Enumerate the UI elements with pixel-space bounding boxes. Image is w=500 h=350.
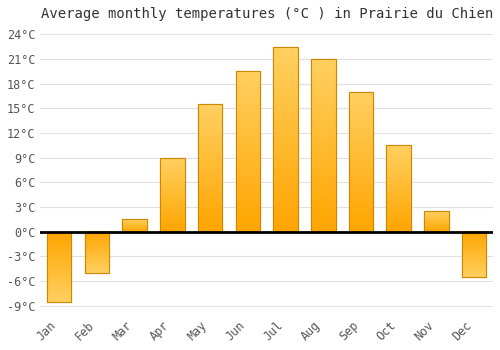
Bar xyxy=(47,232,72,302)
Bar xyxy=(236,71,260,232)
Bar xyxy=(198,104,222,232)
Bar xyxy=(462,232,486,277)
Bar xyxy=(236,71,260,232)
Bar xyxy=(84,232,109,273)
Bar xyxy=(348,92,374,232)
Title: Average monthly temperatures (°C ) in Prairie du Chien: Average monthly temperatures (°C ) in Pr… xyxy=(40,7,493,21)
Bar xyxy=(84,232,109,273)
Bar xyxy=(274,47,298,232)
Bar xyxy=(386,146,411,232)
Bar xyxy=(122,219,147,232)
Bar xyxy=(311,59,336,232)
Bar xyxy=(462,232,486,277)
Bar xyxy=(311,59,336,232)
Bar xyxy=(424,211,448,232)
Bar xyxy=(348,92,374,232)
Bar xyxy=(160,158,184,232)
Bar xyxy=(160,158,184,232)
Bar xyxy=(274,47,298,232)
Bar xyxy=(47,232,72,302)
Bar xyxy=(198,104,222,232)
Bar xyxy=(386,146,411,232)
Bar xyxy=(424,211,448,232)
Bar xyxy=(122,219,147,232)
